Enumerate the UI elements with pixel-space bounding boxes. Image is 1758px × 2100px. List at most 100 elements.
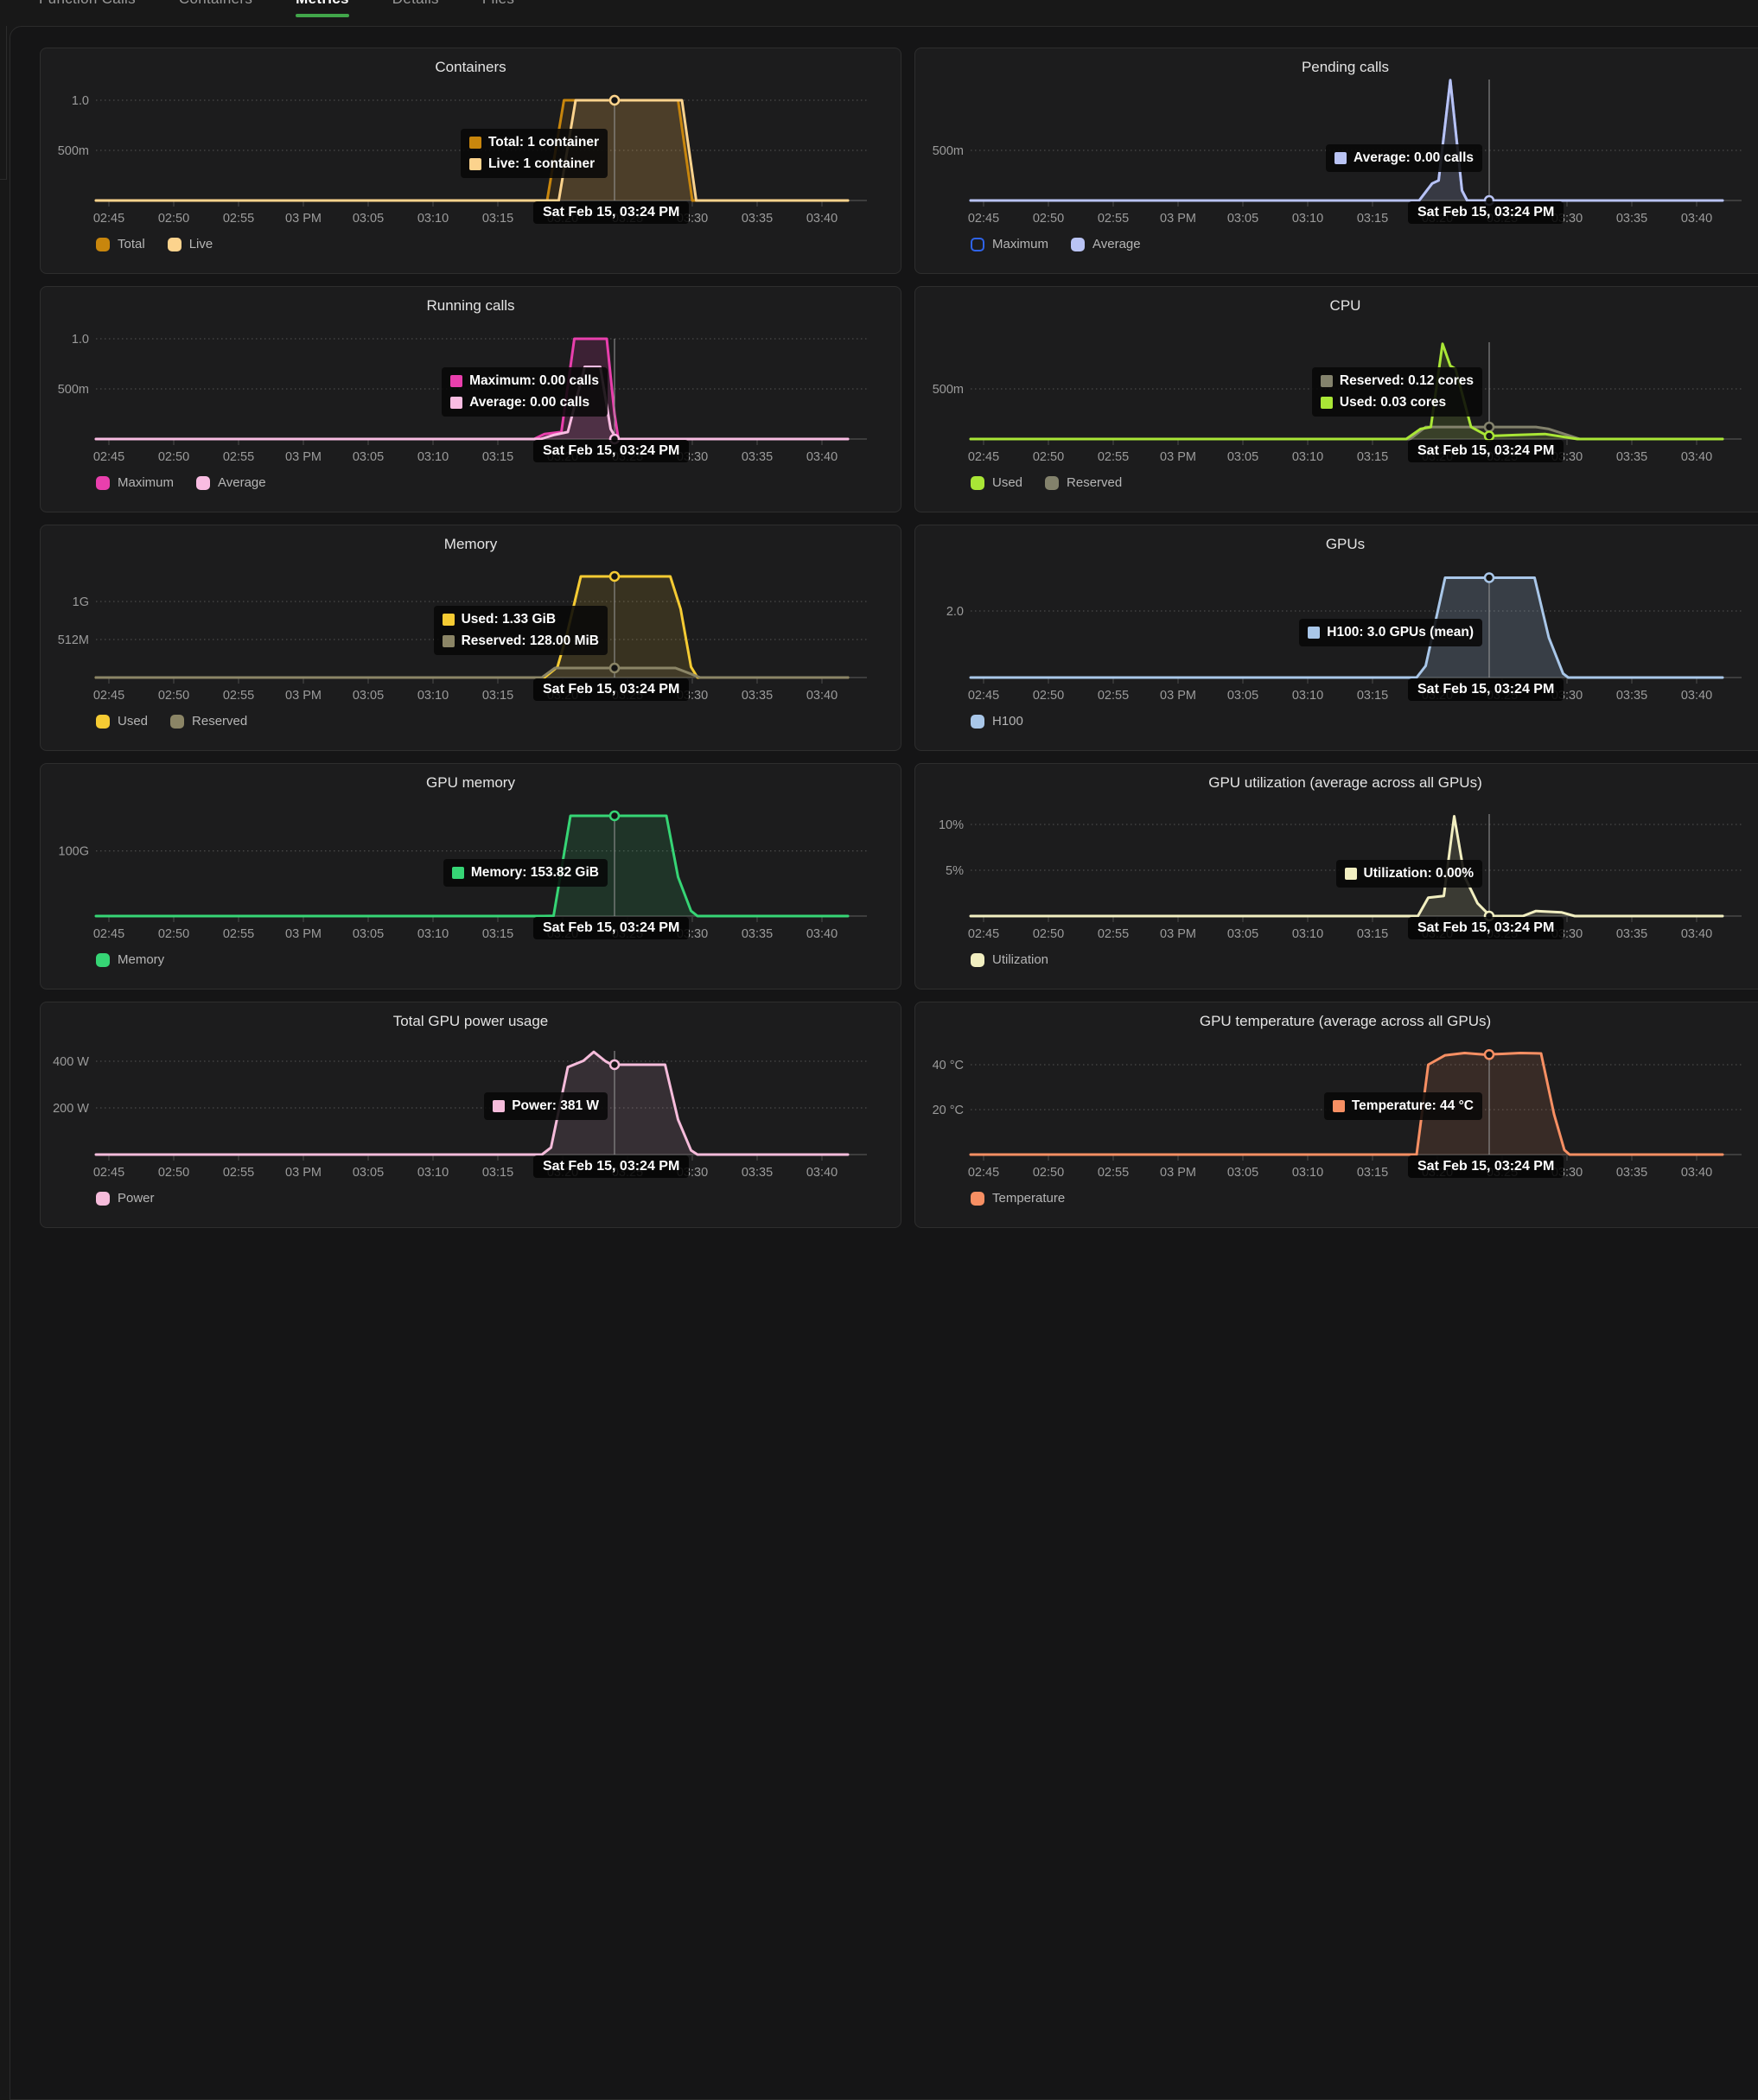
chart-card: CPU 500m 02:45 02:50 02:55 03 PM 03:05 03:10 03:… <box>914 286 1758 512</box>
legend-swatch-icon <box>196 475 211 490</box>
legend-item-maximum[interactable]: Maximum <box>96 475 174 490</box>
series-line-maximum <box>94 337 850 441</box>
x-axis-label: 03:15 <box>482 212 513 226</box>
chart-plot[interactable]: 100G 02:45 02:50 02:55 03 PM 03:05 03:10 03:15 0… <box>41 793 901 942</box>
x-axis-label: 02:55 <box>1098 212 1129 226</box>
x-axis-label: 02:45 <box>968 689 999 703</box>
series-line-temperature <box>969 1052 1724 1156</box>
tooltip-swatch-icon <box>1332 1100 1345 1112</box>
x-axis-label: 03:10 <box>417 1166 449 1180</box>
tooltip-swatch-icon <box>442 635 455 647</box>
chart-card: Pending calls 500m 02:45 02:50 02:55 03 PM 03:… <box>914 48 1758 274</box>
date-tooltip: Sat Feb 15, 03:24 PM <box>533 440 690 462</box>
legend-item-average[interactable]: Average <box>196 475 266 490</box>
chart-legend: H100 <box>915 714 1758 729</box>
series-area-reserved <box>96 668 848 678</box>
legend-item-memory[interactable]: Memory <box>96 952 164 967</box>
x-axis-label: 03:05 <box>1227 1166 1258 1180</box>
hover-marker <box>1483 572 1495 583</box>
x-axis-label: 02:55 <box>223 212 254 226</box>
series-area-memory <box>96 816 848 916</box>
hover-marker <box>1483 430 1495 442</box>
date-tooltip: Sat Feb 15, 03:24 PM <box>533 917 690 939</box>
chart-plot[interactable]: 1G 512M 02:45 02:50 02:55 03 PM 03:05 03:10 03:1… <box>41 555 901 703</box>
x-axis-label: 03:35 <box>1616 212 1647 226</box>
date-tooltip: Sat Feb 15, 03:24 PM <box>1408 201 1564 224</box>
series-area-live <box>96 100 848 200</box>
legend-label: Average <box>218 475 266 490</box>
legend-item-total[interactable]: Total <box>96 237 145 251</box>
x-axis-label: 03:15 <box>1357 927 1388 941</box>
chart-legend: Maximum Average <box>41 475 901 490</box>
series-tooltip: Maximum: 0.00 calls Average: 0.00 calls <box>442 367 608 417</box>
hover-marker <box>608 1059 621 1071</box>
panel-divider-line <box>6 0 7 179</box>
tooltip-row: Used: 1.33 GiB <box>442 612 599 627</box>
series-line-utilization <box>969 815 1724 918</box>
tab-metrics[interactable]: Metrics <box>296 0 349 26</box>
legend-item-reserved[interactable]: Reserved <box>170 714 247 729</box>
y-axis-label: 5% <box>946 864 964 878</box>
chart-legend: Used Reserved <box>41 714 901 729</box>
x-axis-label: 03:40 <box>1681 212 1712 226</box>
x-axis-label: 03:05 <box>353 927 384 941</box>
tab-function-calls[interactable]: Function Calls <box>39 0 136 26</box>
x-axis-label: 02:45 <box>93 689 124 703</box>
x-axis-label: 02:45 <box>93 1166 124 1180</box>
chart-legend: Maximum Average <box>915 237 1758 251</box>
chart-plot[interactable]: 400 W 200 W 02:45 02:50 02:55 03 PM 03:05 03:10… <box>41 1032 901 1180</box>
legend-label: Power <box>118 1191 155 1206</box>
legend-item-reserved[interactable]: Reserved <box>1045 475 1122 490</box>
x-axis-label: 03:10 <box>417 689 449 703</box>
x-axis-label: 03 PM <box>1160 212 1196 226</box>
chart-title: Pending calls <box>1301 59 1390 75</box>
tab-files[interactable]: Files <box>482 0 514 26</box>
tooltip-row: Total: 1 container <box>468 135 599 150</box>
tab-label: Details <box>392 0 439 7</box>
tooltip-row: Temperature: 44 °C <box>1332 1098 1474 1114</box>
chart-card: GPU memory 100G 02:45 02:50 02:55 03 PM 03:05 0… <box>40 763 901 990</box>
legend-item-utilization[interactable]: Utilization <box>971 952 1048 967</box>
series-tooltip: H100: 3.0 GPUs (mean) <box>1299 619 1482 646</box>
hover-marker <box>608 662 621 674</box>
y-axis-label: 2.0 <box>946 605 964 619</box>
tooltip-swatch-icon <box>1334 152 1347 164</box>
tooltip-value-text: Reserved: 0.12 cores <box>1339 373 1474 388</box>
legend-item-power[interactable]: Power <box>96 1191 155 1206</box>
legend-swatch-icon <box>1045 475 1060 490</box>
series-line-reserved <box>969 425 1724 441</box>
legend-item-h100[interactable]: H100 <box>971 714 1023 729</box>
series-tooltip: Used: 1.33 GiB Reserved: 128.00 MiB <box>433 606 608 655</box>
legend-item-temperature[interactable]: Temperature <box>971 1191 1065 1206</box>
legend-item-used[interactable]: Used <box>96 714 148 729</box>
tab-details[interactable]: Details <box>392 0 439 26</box>
series-area-temperature <box>971 1053 1723 1155</box>
chart-title: GPU memory <box>426 774 515 791</box>
chart-legend: Memory <box>41 952 901 967</box>
x-axis-label: 03:10 <box>1292 689 1323 703</box>
tooltip-swatch-icon <box>450 375 463 387</box>
legend-swatch-icon <box>96 1191 110 1206</box>
active-tab-underline-indicator <box>296 14 349 17</box>
legend-label: Reserved <box>1067 475 1123 490</box>
legend-swatch-icon <box>971 237 984 251</box>
tooltip-value-text: Utilization: 0.00% <box>1363 866 1474 881</box>
chart-legend: Utilization <box>915 952 1758 967</box>
legend-item-used[interactable]: Used <box>971 475 1022 490</box>
legend-swatch-icon <box>971 1191 984 1206</box>
x-axis-label: 03:35 <box>1616 689 1647 703</box>
chart-title: GPU utilization (average across all GPUs… <box>1208 774 1482 791</box>
legend-item-live[interactable]: Live <box>167 237 213 251</box>
legend-item-maximum[interactable]: Maximum <box>971 237 1048 251</box>
tooltip-swatch-icon <box>450 397 463 409</box>
tooltip-value-text: Maximum: 0.00 calls <box>469 373 599 388</box>
legend-label: Used <box>118 714 149 729</box>
tab-list: Function Calls Containers Metrics Details Fi… <box>39 0 514 26</box>
x-axis-label: 03:05 <box>353 450 384 464</box>
legend-swatch-icon <box>96 952 110 967</box>
tab-containers[interactable]: Containers <box>179 0 252 26</box>
legend-item-average[interactable]: Average <box>1071 237 1141 251</box>
hover-marker <box>608 94 621 106</box>
x-axis-label: 03:10 <box>1292 212 1323 226</box>
x-axis-label: 02:45 <box>93 927 124 941</box>
